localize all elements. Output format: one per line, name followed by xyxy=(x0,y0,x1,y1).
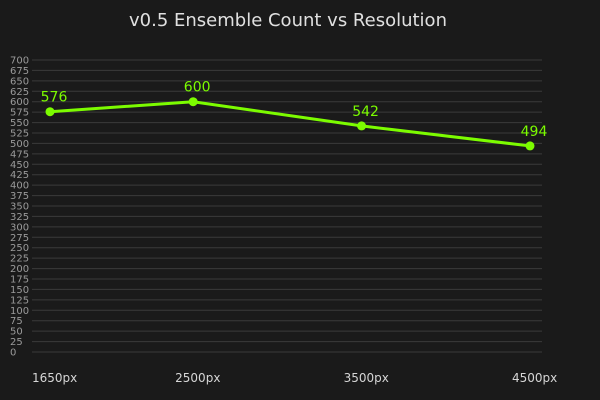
grid-lines xyxy=(32,59,542,353)
y-tick-label: 275 xyxy=(10,233,29,244)
y-tick-label: 450 xyxy=(10,160,29,171)
x-tick-label: 1650px xyxy=(32,371,77,385)
data-point xyxy=(188,97,198,107)
x-tick-label: 2500px xyxy=(175,371,220,385)
y-tick-label: 675 xyxy=(10,66,29,77)
y-axis-ticks: 0255075100125150175200225250275300325350… xyxy=(10,56,29,359)
y-tick-label: 650 xyxy=(10,76,29,87)
y-tick-label: 325 xyxy=(10,212,29,223)
data-label: 494 xyxy=(521,124,548,140)
data-label: 576 xyxy=(41,90,68,106)
x-tick-label: 3500px xyxy=(344,371,389,385)
y-tick-label: 350 xyxy=(10,202,29,213)
data-point xyxy=(357,121,367,131)
y-tick-label: 150 xyxy=(10,285,29,296)
y-tick-label: 250 xyxy=(10,243,29,254)
y-tick-label: 0 xyxy=(10,348,16,359)
y-tick-label: 300 xyxy=(10,222,29,233)
y-tick-label: 400 xyxy=(10,181,29,192)
y-tick-label: 100 xyxy=(10,306,29,317)
y-tick-label: 50 xyxy=(10,327,23,338)
y-tick-label: 125 xyxy=(10,295,29,306)
y-tick-label: 525 xyxy=(10,129,29,140)
y-tick-label: 575 xyxy=(10,108,29,119)
y-tick-label: 625 xyxy=(10,87,29,98)
y-tick-label: 225 xyxy=(10,254,29,265)
x-tick-label: 4500px xyxy=(512,371,557,385)
series-line xyxy=(49,100,531,148)
x-axis-ticks: 1650px 2500px 3500px 4500px xyxy=(32,371,557,385)
series-group: 576 600 542 494 xyxy=(41,80,548,151)
data-label: 600 xyxy=(184,80,211,96)
y-tick-label: 425 xyxy=(10,170,29,181)
y-tick-label: 475 xyxy=(10,149,29,160)
data-label: 542 xyxy=(352,104,379,120)
y-tick-label: 375 xyxy=(10,191,29,202)
y-tick-label: 200 xyxy=(10,264,29,275)
y-tick-label: 600 xyxy=(10,97,29,108)
data-point xyxy=(525,141,535,151)
y-tick-label: 550 xyxy=(10,118,29,129)
y-tick-label: 700 xyxy=(10,56,29,67)
y-tick-label: 25 xyxy=(10,337,23,348)
y-tick-label: 175 xyxy=(10,275,29,286)
data-point xyxy=(45,107,55,117)
y-tick-label: 500 xyxy=(10,139,29,150)
y-tick-label: 75 xyxy=(10,316,23,327)
chart-title: v0.5 Ensemble Count vs Resolution xyxy=(129,10,447,31)
